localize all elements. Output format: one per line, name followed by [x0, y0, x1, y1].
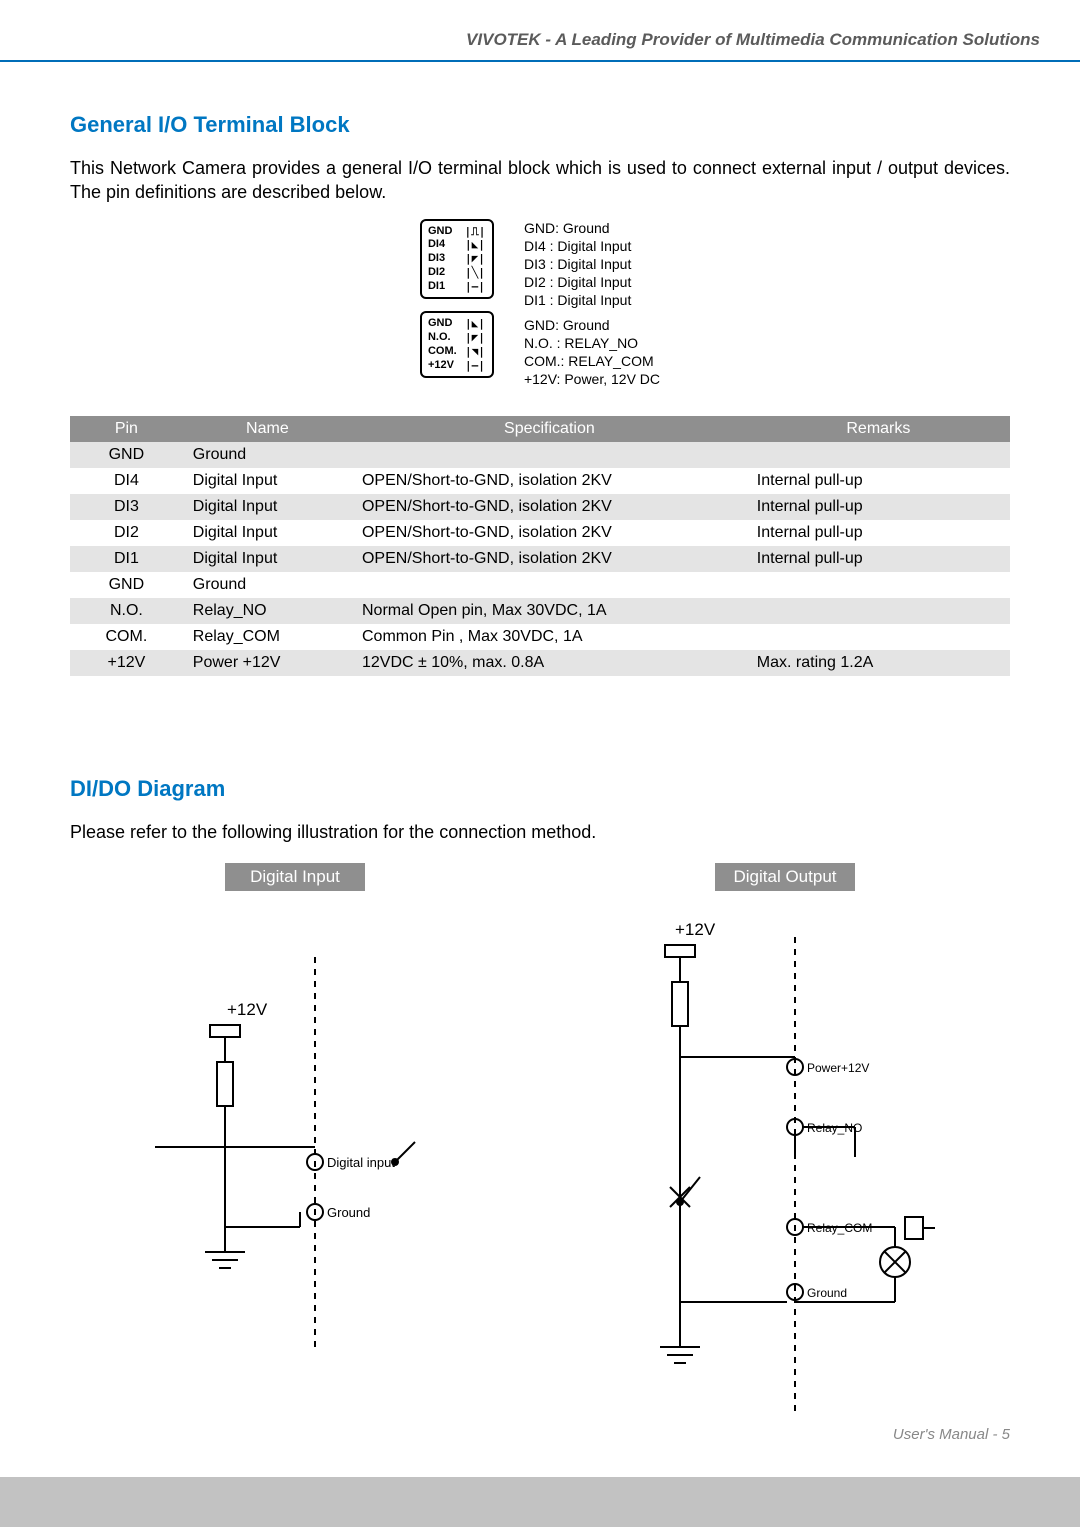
- footer-text: User's Manual - 5: [893, 1426, 1010, 1443]
- section2-intro: Please refer to the following illustrati…: [70, 820, 1010, 844]
- cell-spec: Normal Open pin, Max 30VDC, 1A: [352, 598, 747, 624]
- lg2-0: GND: Ground: [524, 316, 660, 334]
- digital-input-diagram: Digital Input +12V: [70, 863, 520, 1437]
- tb2-l1: N.O.: [428, 331, 460, 345]
- legend-group-1: GND: Ground DI4 : Digital Input DI3 : Di…: [524, 219, 660, 310]
- cell-name: Digital Input: [183, 468, 352, 494]
- cell-pin: GND: [70, 442, 183, 468]
- table-row: GNDGround: [70, 442, 1010, 468]
- cell-rem: Internal pull-up: [747, 546, 1010, 572]
- do-svg: +12V Power+12V Relay_NO: [595, 897, 975, 1437]
- terminal-block-row: GND|⎍| DI4|◣| DI3|◤| DI2|╲| DI1|—| GND|◣…: [70, 219, 1010, 395]
- cell-name: Relay_NO: [183, 598, 352, 624]
- table-row: DI3Digital InputOPEN/Short-to-GND, isola…: [70, 494, 1010, 520]
- cell-spec: Common Pin , Max 30VDC, 1A: [352, 624, 747, 650]
- cell-rem: [747, 624, 1010, 650]
- legend-group-2: GND: Ground N.O. : RELAY_NO COM.: RELAY_…: [524, 316, 660, 389]
- tb1-l3: DI2: [428, 266, 460, 280]
- th-rem: Remarks: [747, 416, 1010, 442]
- cell-spec: [352, 442, 747, 468]
- cell-name: Ground: [183, 442, 352, 468]
- cell-name: Digital Input: [183, 494, 352, 520]
- cell-spec: OPEN/Short-to-GND, isolation 2KV: [352, 546, 747, 572]
- diagram-row: Digital Input +12V: [70, 863, 1010, 1437]
- cell-rem: Internal pull-up: [747, 520, 1010, 546]
- cell-spec: OPEN/Short-to-GND, isolation 2KV: [352, 468, 747, 494]
- cell-name: Relay_COM: [183, 624, 352, 650]
- terminal-block-1: GND|⎍| DI4|◣| DI3|◤| DI2|╲| DI1|—|: [420, 219, 494, 300]
- digital-output-diagram: Digital Output +12V: [560, 863, 1010, 1437]
- cell-rem: Internal pull-up: [747, 494, 1010, 520]
- tb1-l4: DI1: [428, 280, 460, 294]
- table-row: +12VPower +12V12VDC ± 10%, max. 0.8AMax.…: [70, 650, 1010, 676]
- lg1-3: DI2 : Digital Input: [524, 273, 660, 291]
- cell-name: Power +12V: [183, 650, 352, 676]
- di-label-12v: +12V: [227, 1000, 268, 1019]
- table-row: COM.Relay_COMCommon Pin , Max 30VDC, 1A: [70, 624, 1010, 650]
- table-header-row: Pin Name Specification Remarks: [70, 416, 1010, 442]
- cell-rem: [747, 598, 1010, 624]
- cell-spec: 12VDC ± 10%, max. 0.8A: [352, 650, 747, 676]
- tb2-l0: GND: [428, 317, 460, 331]
- do-label-power12: Power+12V: [807, 1061, 869, 1075]
- di-label-digitalinput: Digital input: [327, 1155, 395, 1170]
- cell-pin: DI3: [70, 494, 183, 520]
- cell-name: Digital Input: [183, 520, 352, 546]
- table-row: N.O.Relay_NONormal Open pin, Max 30VDC, …: [70, 598, 1010, 624]
- section1-intro: This Network Camera provides a general I…: [70, 156, 1010, 205]
- cell-pin: N.O.: [70, 598, 183, 624]
- cell-rem: Max. rating 1.2A: [747, 650, 1010, 676]
- do-header: Digital Output: [715, 863, 855, 891]
- lg2-1: N.O. : RELAY_NO: [524, 334, 660, 352]
- tb2-l2: COM.: [428, 345, 460, 359]
- lg2-3: +12V: Power, 12V DC: [524, 370, 660, 388]
- table-row: DI4Digital InputOPEN/Short-to-GND, isola…: [70, 468, 1010, 494]
- cell-pin: DI2: [70, 520, 183, 546]
- page-footer: User's Manual - 5: [893, 1426, 1010, 1443]
- cell-name: Digital Input: [183, 546, 352, 572]
- cell-spec: [352, 572, 747, 598]
- lg1-4: DI1 : Digital Input: [524, 291, 660, 309]
- header-text: VIVOTEK - A Leading Provider of Multimed…: [466, 30, 1040, 49]
- th-name: Name: [183, 416, 352, 442]
- cell-pin: DI4: [70, 468, 183, 494]
- lg2-2: COM.: RELAY_COM: [524, 352, 660, 370]
- do-label-12v: +12V: [675, 920, 716, 939]
- tb1-l2: DI3: [428, 252, 460, 266]
- cell-pin: GND: [70, 572, 183, 598]
- lg1-1: DI4 : Digital Input: [524, 237, 660, 255]
- page-body: General I/O Terminal Block This Network …: [0, 62, 1080, 1477]
- cell-rem: Internal pull-up: [747, 468, 1010, 494]
- th-spec: Specification: [352, 416, 747, 442]
- cell-spec: OPEN/Short-to-GND, isolation 2KV: [352, 520, 747, 546]
- do-label-ground: Ground: [807, 1286, 847, 1300]
- tb1-l1: DI4: [428, 238, 460, 252]
- pin-legend: GND: Ground DI4 : Digital Input DI3 : Di…: [524, 219, 660, 395]
- section2-title: DI/DO Diagram: [70, 776, 1010, 802]
- tb2-l3: +12V: [428, 359, 460, 373]
- cell-pin: COM.: [70, 624, 183, 650]
- di-label-ground: Ground: [327, 1205, 370, 1220]
- cell-name: Ground: [183, 572, 352, 598]
- cell-spec: OPEN/Short-to-GND, isolation 2KV: [352, 494, 747, 520]
- di-svg: +12V Digital input: [135, 897, 455, 1377]
- tb1-l0: GND: [428, 225, 460, 239]
- table-row: DI2Digital InputOPEN/Short-to-GND, isola…: [70, 520, 1010, 546]
- di-header: Digital Input: [225, 863, 365, 891]
- lg1-2: DI3 : Digital Input: [524, 255, 660, 273]
- cell-pin: DI1: [70, 546, 183, 572]
- lg1-0: GND: Ground: [524, 219, 660, 237]
- cell-pin: +12V: [70, 650, 183, 676]
- document-header: VIVOTEK - A Leading Provider of Multimed…: [0, 0, 1080, 62]
- cell-rem: [747, 572, 1010, 598]
- section1-title: General I/O Terminal Block: [70, 112, 1010, 138]
- terminal-block-2: GND|◣| N.O.|◤| COM.|◥| +12V|—|: [420, 311, 494, 378]
- th-pin: Pin: [70, 416, 183, 442]
- table-row: GNDGround: [70, 572, 1010, 598]
- cell-rem: [747, 442, 1010, 468]
- table-row: DI1Digital InputOPEN/Short-to-GND, isola…: [70, 546, 1010, 572]
- terminal-blocks: GND|⎍| DI4|◣| DI3|◤| DI2|╲| DI1|—| GND|◣…: [420, 219, 494, 391]
- spec-table: Pin Name Specification Remarks GNDGround…: [70, 416, 1010, 676]
